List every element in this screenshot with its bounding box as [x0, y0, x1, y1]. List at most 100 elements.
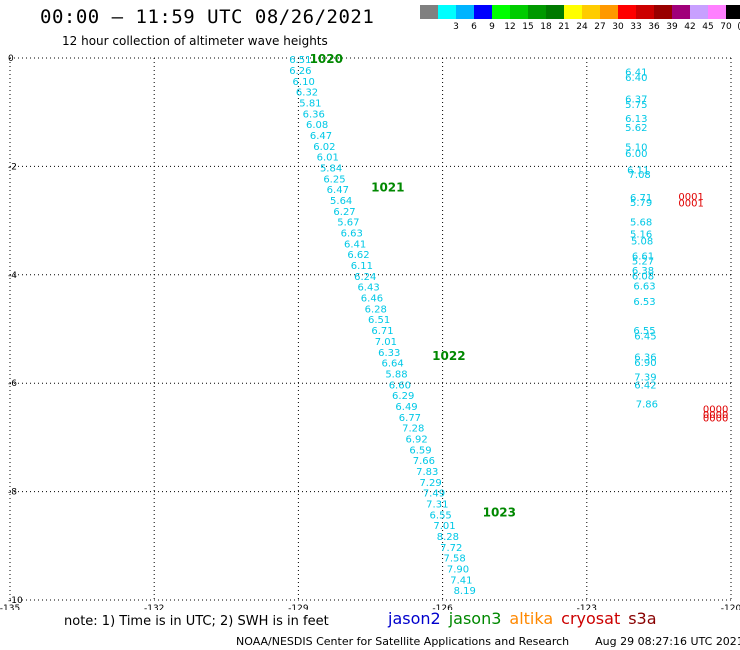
- scale-swatch: [456, 5, 474, 19]
- data-point-label: 6.33: [378, 348, 400, 359]
- legend-entry: cryosat: [561, 609, 621, 628]
- scale-label: 6: [471, 22, 477, 32]
- x-tick-label: -120: [721, 604, 740, 610]
- data-point-label: 5.08: [631, 237, 653, 248]
- generated-timestamp: Aug 29 08:27:16 UTC 2021: [595, 635, 740, 648]
- data-point-label: 7.49: [423, 489, 445, 500]
- data-point-label: 6.01: [317, 153, 339, 164]
- data-point-label: 6.71: [371, 326, 393, 337]
- footnote: note: 1) Time is in UTC; 2) SWH is in fe…: [64, 614, 329, 629]
- credit-text: NOAA/NESDIS Center for Satellite Applica…: [236, 635, 570, 648]
- time-annotation: 1022: [432, 349, 465, 363]
- credit-line: NOAA/NESDIS Center for Satellite Applica…: [236, 635, 740, 648]
- scale-label: 18: [540, 22, 552, 32]
- scale-swatch: [618, 5, 636, 19]
- scale-label: 3: [453, 22, 459, 32]
- scale-label: 21: [558, 22, 570, 32]
- data-point-label: 6.49: [395, 402, 417, 413]
- data-point-label: 6.60: [389, 380, 411, 391]
- data-point-label: 6.64: [381, 359, 403, 370]
- data-point-label: 7.08: [629, 170, 651, 181]
- data-point-label: 6.11: [351, 261, 373, 272]
- data-point-label: 8.28: [437, 532, 459, 543]
- x-tick-label: -132: [144, 604, 164, 610]
- x-tick-label: -135: [0, 604, 20, 610]
- scale-swatch: [564, 5, 582, 19]
- data-point-label: 6.51: [289, 55, 311, 66]
- data-point-label: 6.28: [365, 304, 387, 315]
- data-point-label: 7.01: [375, 337, 397, 348]
- scale-label: 12: [504, 22, 516, 32]
- y-tick-label: -2: [8, 162, 17, 172]
- scale-label: 36: [648, 22, 660, 32]
- scale-swatch: [582, 5, 600, 19]
- scale-label: 42: [684, 22, 696, 32]
- data-point-label: 6.43: [357, 283, 379, 294]
- chart-subtitle: 12 hour collection of altimeter wave hei…: [62, 34, 328, 48]
- time-annotation: 1020: [310, 52, 343, 66]
- data-point-label: 6.36: [634, 353, 656, 364]
- data-point-label: 6.61: [632, 251, 654, 262]
- scale-label: 39: [666, 22, 678, 32]
- data-point-label: 0000: [703, 410, 728, 421]
- data-point-label: 7.39: [634, 373, 656, 384]
- data-point-label: 7.86: [636, 399, 658, 410]
- data-point-label: 5.64: [330, 196, 352, 207]
- data-point-label: 6.24: [354, 272, 376, 283]
- data-point-label: 6.47: [327, 185, 349, 196]
- data-point-label: 6.42: [634, 380, 656, 391]
- data-point-label: 0000: [703, 413, 728, 424]
- data-point-label: 0001: [678, 192, 703, 203]
- data-point-label: 6.62: [347, 250, 369, 261]
- data-point-label: 6.92: [406, 434, 428, 445]
- scale-swatch: [438, 5, 456, 19]
- data-point-label: 6.08: [632, 271, 654, 282]
- scale-swatch: [690, 5, 708, 19]
- y-tick-label: 0: [8, 54, 14, 64]
- data-point-label: 6.51: [368, 315, 390, 326]
- data-point-label: 7.83: [416, 467, 438, 478]
- data-point-label: 6.77: [399, 413, 421, 424]
- scale-label: 24: [576, 22, 588, 32]
- data-point-label: 7.58: [443, 554, 465, 565]
- scale-label: 15: [522, 22, 534, 32]
- data-point-label: 7.01: [433, 521, 455, 532]
- data-point-label: 6.55: [633, 326, 655, 337]
- scale-swatch: [672, 5, 690, 19]
- data-point-label: 6.29: [392, 391, 414, 402]
- data-point-label: 6.02: [313, 142, 335, 153]
- legend-entry: s3a: [628, 609, 657, 628]
- data-point-label: 6.10: [293, 77, 315, 88]
- data-point-label: 6.27: [333, 207, 355, 218]
- scale-label: 30: [612, 22, 624, 32]
- data-point-label: 6.37: [625, 95, 647, 106]
- scale-swatch: [726, 5, 740, 19]
- data-point-label: 6.00: [625, 149, 647, 160]
- chart-title: 00:00 – 11:59 UTC 08/26/2021: [40, 6, 375, 28]
- plot-area: -135 -132 -129 -126 -123 -120 0 -2 -4 -6 -8 -10 6.51…: [0, 52, 740, 610]
- x-tick-label: -123: [577, 604, 597, 610]
- data-point-label: 5.81: [299, 98, 321, 109]
- scale-label: 70: [720, 22, 732, 32]
- data-point-label: 0001: [678, 199, 703, 210]
- data-point-label: 0000: [703, 405, 728, 416]
- scale-swatch: [474, 5, 492, 19]
- y-tick-label: -10: [8, 596, 23, 606]
- x-tick-label: -129: [288, 604, 309, 610]
- data-point-label: 5.84: [320, 163, 342, 174]
- data-point-label: 6.32: [296, 88, 318, 99]
- scale-label: 45: [702, 22, 714, 32]
- data-point-label: 6.26: [289, 66, 311, 77]
- data-point-label: 7.28: [402, 424, 424, 435]
- y-tick-label: -6: [8, 379, 17, 389]
- data-point-label: 6.45: [634, 332, 656, 343]
- x-tick-label: -126: [432, 604, 453, 610]
- data-point-label: 5.27: [632, 257, 654, 268]
- data-point-label: 5.68: [630, 218, 652, 229]
- data-point-label: 5.62: [625, 123, 647, 134]
- data-point-label: 7.31: [426, 500, 448, 511]
- data-point-label: 5.88: [385, 369, 407, 380]
- data-point-label: 6.41: [625, 68, 647, 79]
- scale-swatch: [528, 5, 546, 19]
- data-point-label: 5.79: [630, 198, 652, 209]
